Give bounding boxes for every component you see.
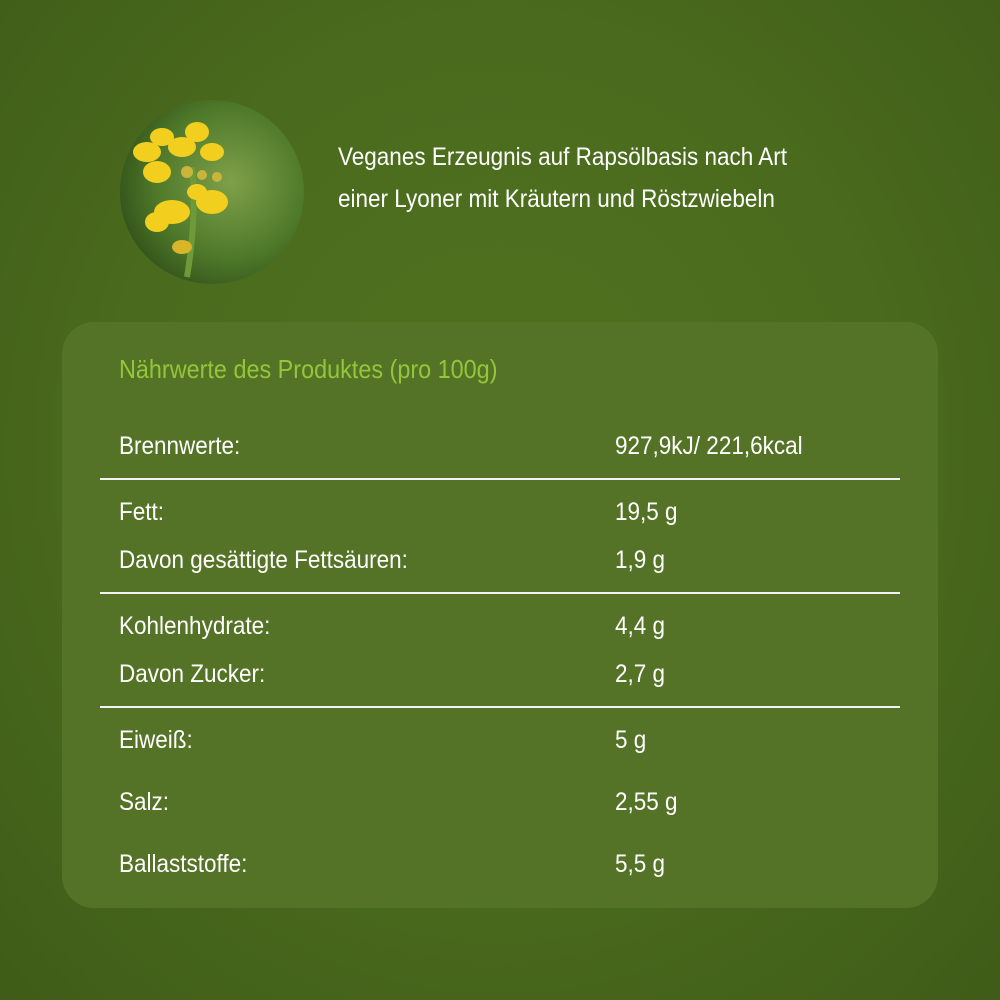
row-label: Ballaststoffe: — [119, 850, 248, 878]
nutrition-panel — [62, 322, 938, 908]
row-value: 5 g — [615, 726, 647, 754]
row-label: Brennwerte: — [119, 432, 241, 460]
row-label: Fett: — [119, 498, 165, 526]
flower-image — [120, 100, 304, 284]
divider — [100, 592, 900, 594]
description-line: einer Lyoner mit Kräutern und Röstzwiebe… — [338, 185, 775, 213]
row-value: 2,7 g — [615, 660, 666, 688]
table-title: Nährwerte des Produktes (pro 100g) — [119, 354, 498, 384]
row-value: 19,5 g — [615, 498, 678, 526]
row-value: 927,9kJ/ 221,6kcal — [615, 432, 803, 460]
row-label: Salz: — [119, 788, 170, 816]
row-value: 5,5 g — [615, 850, 666, 878]
row-label: Davon Zucker: — [119, 660, 266, 688]
divider — [100, 478, 900, 480]
description-line: Veganes Erzeugnis auf Rapsölbasis nach A… — [338, 143, 788, 171]
row-label: Davon gesättigte Fettsäuren: — [119, 546, 408, 574]
divider — [100, 706, 900, 708]
row-label: Kohlenhydrate: — [119, 612, 271, 640]
row-value: 4,4 g — [615, 612, 666, 640]
row-value: 2,55 g — [615, 788, 678, 816]
row-value: 1,9 g — [615, 546, 666, 574]
row-label: Eiweiß: — [119, 726, 193, 754]
